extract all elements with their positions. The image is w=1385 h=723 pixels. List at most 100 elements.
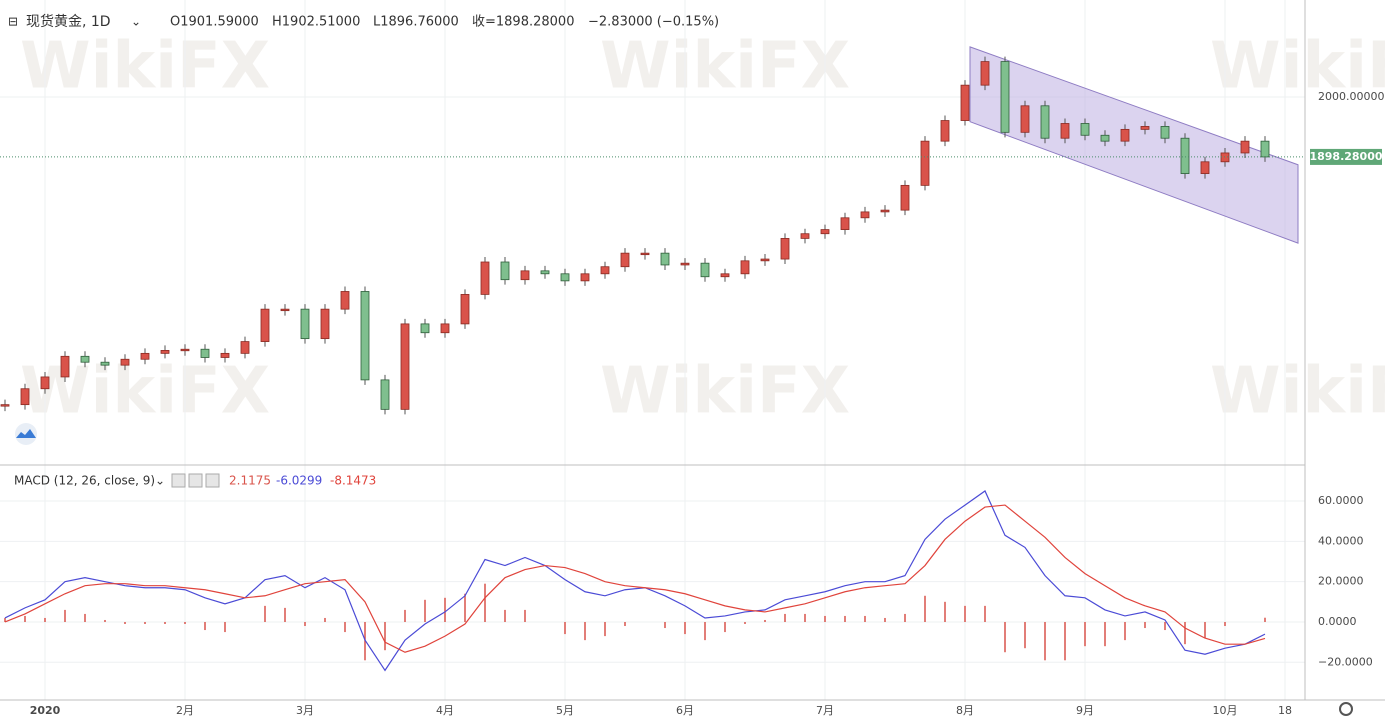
watermark: WikiFX (600, 30, 850, 104)
candle (800, 233, 810, 239)
candle (1260, 140, 1270, 158)
candle (300, 308, 310, 340)
candle (560, 273, 570, 282)
settings-gear[interactable] (1339, 702, 1353, 716)
candle (340, 291, 350, 310)
candle (460, 294, 470, 325)
watermark: WikiFX (20, 355, 270, 429)
x-tick-label: 9月 (1076, 704, 1094, 717)
plot (0, 46, 1305, 672)
x-tick-label: 18 (1278, 704, 1292, 717)
candle (600, 266, 610, 275)
candle (80, 355, 90, 363)
candle (520, 270, 530, 281)
candle (1120, 128, 1130, 142)
symbol[interactable]: 现货黄金, 1D (26, 13, 111, 30)
x-tick-label: 6月 (676, 704, 694, 717)
candle (920, 140, 930, 186)
candle (360, 291, 370, 381)
channel (969, 46, 1299, 244)
dropdown[interactable]: ⌄ (155, 474, 165, 488)
candle (240, 341, 250, 354)
candle (1060, 123, 1070, 139)
y-tick-label: 0.0000 (1318, 615, 1357, 628)
candle (1140, 126, 1150, 130)
y-tick-label: 2000.00000 (1318, 90, 1384, 103)
candle (100, 361, 110, 366)
candle (880, 209, 890, 213)
macd-title: MACD (12, 26, close, 9) (14, 474, 155, 488)
candle (900, 184, 910, 211)
candle (960, 84, 970, 121)
candle (1180, 137, 1190, 174)
candle (380, 379, 390, 410)
candle (720, 273, 730, 278)
hide-button[interactable] (171, 473, 186, 488)
candle (480, 261, 490, 295)
candle (940, 120, 950, 142)
hist-value: 2.1175 (229, 474, 271, 488)
candle (280, 308, 290, 312)
interval-dropdown[interactable]: ⌄ (131, 15, 141, 29)
price-tag-bg (1310, 148, 1382, 165)
grid (0, 0, 1305, 700)
settings-button[interactable] (188, 473, 203, 488)
candle (180, 348, 190, 352)
candle (160, 350, 170, 354)
x-tick-label: 5月 (556, 704, 574, 717)
x-tick-label: 7月 (816, 704, 834, 717)
watermark: WikiFX (600, 355, 850, 429)
candle (540, 270, 550, 275)
candle (400, 323, 410, 410)
close-button[interactable] (205, 473, 220, 488)
candle (580, 273, 590, 282)
high: H1902.51000 (272, 15, 360, 30)
candle (1200, 161, 1210, 174)
candle (780, 238, 790, 260)
open: O1901.59000 (170, 15, 259, 30)
candle (820, 229, 830, 235)
candle (1240, 140, 1250, 154)
collapse-icon[interactable]: ⊟ (8, 15, 18, 29)
x-tick-label: 4月 (436, 704, 454, 717)
candle (840, 217, 850, 230)
macd-line (4, 504, 1266, 653)
candle (320, 308, 330, 340)
candle (140, 352, 150, 360)
x-tick-label: 2月 (176, 704, 194, 717)
change: −2.83000 (−0.15%) (588, 15, 719, 30)
y-tick-label: 20.0000 (1318, 575, 1364, 588)
candle (260, 308, 270, 342)
candle (980, 61, 990, 86)
logo-mark (16, 429, 36, 438)
candle (1040, 105, 1050, 139)
candle (1000, 61, 1010, 133)
candle (700, 262, 710, 278)
candle (0, 404, 10, 407)
candle (740, 260, 750, 275)
candle (760, 258, 770, 262)
watermark: WikiFX (1210, 30, 1385, 104)
candle (440, 323, 450, 334)
y-tick-label: −20.0000 (1318, 655, 1373, 668)
candle (200, 348, 210, 358)
y-tick-label: 40.0000 (1318, 534, 1364, 547)
candle (60, 355, 70, 378)
x-tick-label: 3月 (296, 704, 314, 717)
low: L1896.76000 (373, 15, 459, 30)
x-tick-label: 2020 (30, 704, 61, 717)
candle (1160, 126, 1170, 139)
candle (220, 352, 230, 358)
candle (40, 376, 50, 390)
candle (20, 388, 30, 406)
candle (1100, 134, 1110, 142)
signal-value: -8.1473 (330, 474, 376, 488)
candle (860, 211, 870, 219)
macd-value: -6.0299 (276, 474, 322, 488)
candle (1020, 105, 1030, 133)
candle (1080, 123, 1090, 136)
price-tag: 1898.28000 (1309, 150, 1382, 163)
watermarks: WikiFX WikiFX WikiFX WikiFX WikiFX WikiFX (20, 30, 1385, 429)
candle (620, 252, 630, 268)
